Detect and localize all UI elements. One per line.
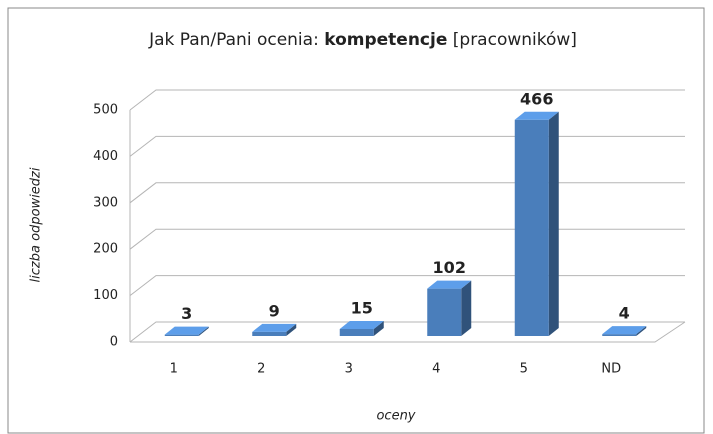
bar bbox=[339, 321, 384, 336]
chart-title: Jak Pan/Pani ocenia: kompetencje [pracow… bbox=[148, 30, 577, 50]
title-part: [pracowników] bbox=[453, 30, 577, 50]
value-label: 4 bbox=[619, 304, 630, 323]
bar bbox=[164, 326, 209, 336]
grid-line bbox=[129, 321, 685, 343]
title-part: kompetencje bbox=[324, 30, 447, 50]
bar-top bbox=[164, 326, 209, 335]
title-part: Jak Pan/Pani ocenia: bbox=[148, 30, 319, 50]
bar-side bbox=[373, 321, 384, 336]
value-label: 15 bbox=[351, 299, 373, 318]
grid-line bbox=[129, 89, 685, 111]
bar-top bbox=[339, 321, 384, 330]
bar-side bbox=[636, 326, 647, 336]
x-tick-label: 1 bbox=[170, 362, 178, 377]
x-axis-label: oceny bbox=[376, 409, 415, 424]
value-label: 466 bbox=[520, 89, 553, 108]
grid-line bbox=[129, 275, 685, 296]
x-tick-label: 4 bbox=[432, 362, 440, 377]
y-tick-label: 500 bbox=[93, 103, 118, 118]
y-tick-label: 200 bbox=[93, 242, 118, 257]
x-tick-label: 3 bbox=[345, 362, 353, 377]
y-tick-label: 300 bbox=[93, 195, 118, 210]
y-tick-label: 100 bbox=[93, 288, 118, 303]
bar-side bbox=[286, 323, 297, 336]
value-label: 9 bbox=[269, 301, 280, 320]
floor bbox=[130, 321, 686, 343]
value-label: 3 bbox=[181, 304, 192, 323]
grid-line bbox=[129, 182, 685, 204]
bar bbox=[514, 111, 559, 336]
bar bbox=[252, 323, 297, 336]
bar-front bbox=[252, 331, 287, 336]
bar-front bbox=[164, 334, 199, 336]
bar-front bbox=[427, 288, 462, 336]
bar-side bbox=[198, 326, 209, 336]
bar-top bbox=[602, 326, 647, 335]
y-axis-label: liczba odpowiedzi bbox=[29, 167, 44, 282]
y-tick-label: 0 bbox=[110, 335, 118, 350]
bar-top bbox=[427, 280, 472, 289]
x-tick-label: ND bbox=[601, 362, 621, 377]
grid-line bbox=[129, 228, 685, 250]
grid-line bbox=[129, 135, 685, 157]
bar-side bbox=[461, 280, 472, 336]
bar bbox=[602, 326, 647, 336]
chart-border bbox=[7, 7, 705, 434]
bar-top bbox=[514, 111, 559, 120]
bar-front bbox=[339, 329, 374, 336]
value-label: 102 bbox=[433, 258, 466, 277]
x-tick-label: 5 bbox=[520, 362, 528, 377]
y-tick-label: 400 bbox=[93, 149, 118, 164]
bar-front bbox=[602, 334, 637, 336]
bar-top bbox=[252, 323, 297, 332]
bar-front bbox=[514, 119, 549, 336]
bar-side bbox=[548, 111, 559, 336]
x-tick-label: 2 bbox=[257, 362, 265, 377]
bar bbox=[427, 280, 472, 336]
